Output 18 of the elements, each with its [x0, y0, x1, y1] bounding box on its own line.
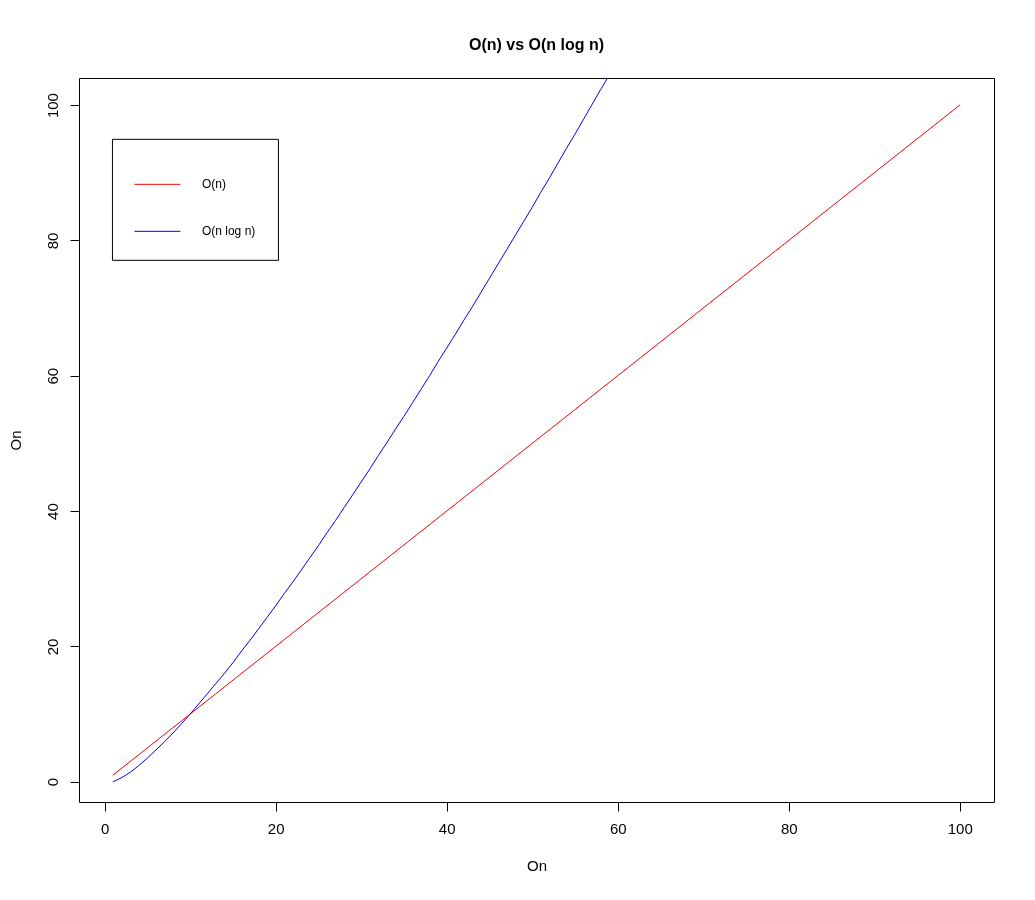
legend-label: O(n) [201, 177, 226, 192]
x-tick-label: 100 [947, 819, 973, 837]
x-tick-label: 80 [780, 819, 798, 837]
x-tick-label: 20 [267, 819, 285, 837]
y-axis-title: On [6, 430, 24, 451]
x-tick-label: 60 [609, 819, 627, 837]
x-tick-label: 40 [438, 819, 456, 837]
y-tick-label: 60 [43, 367, 61, 385]
x-axis-title: On [526, 856, 548, 874]
y-tick-label: 80 [43, 232, 61, 250]
chart-title: O(n) vs O(n log n) [468, 36, 605, 53]
line-series [112, 78, 608, 783]
y-tick-label: 40 [43, 503, 61, 520]
y-tick-label: 20 [43, 638, 61, 656]
legend-label: O(n log n) [201, 224, 256, 239]
y-tick-label: 0 [43, 778, 61, 787]
y-tick-label: 100 [43, 93, 61, 119]
x-tick-label: 0 [100, 819, 110, 837]
